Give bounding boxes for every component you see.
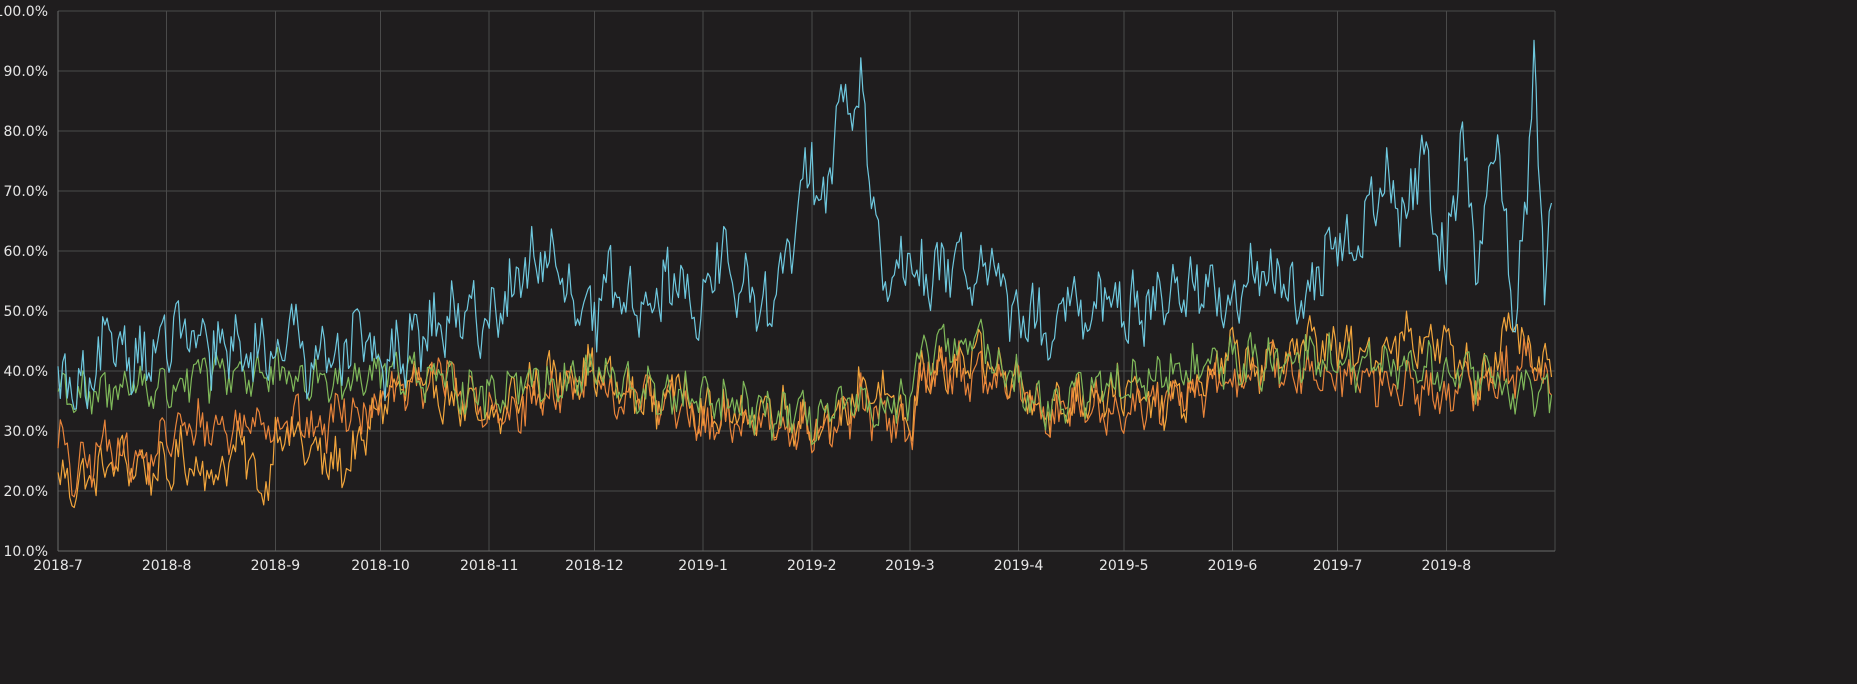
x-tick-label: 2018-8 — [142, 558, 192, 574]
x-tick-label: 2019-2 — [787, 558, 837, 574]
x-tick-label: 2019-6 — [1208, 558, 1258, 574]
y-tick-label: 60.0% — [4, 244, 48, 260]
x-tick-label: 2019-5 — [1099, 558, 1149, 574]
y-tick-label: 90.0% — [4, 64, 48, 80]
series-line-3 — [57, 39, 1553, 410]
y-tick-label: 50.0% — [4, 304, 48, 320]
y-tick-label: 40.0% — [4, 364, 48, 380]
x-axis-tick-labels: 2018-7 2018-8 2018-9 2018-10 2018-11 2018-12 2… — [33, 558, 1471, 574]
grid — [57, 10, 1556, 552]
x-tick-label: 2019-4 — [994, 558, 1044, 574]
y-tick-label: 20.0% — [4, 484, 48, 500]
series-line-2 — [57, 318, 1553, 446]
x-tick-label: 2018-11 — [460, 558, 519, 574]
series-lines — [57, 39, 1553, 509]
x-tick-label: 2018-12 — [565, 558, 624, 574]
x-tick-label: 2018-9 — [251, 558, 301, 574]
y-tick-label: 70.0% — [4, 184, 48, 200]
x-tick-label: 2018-7 — [33, 558, 83, 574]
x-tick-label: 2019-3 — [885, 558, 935, 574]
x-tick-label: 2019-7 — [1313, 558, 1363, 574]
x-tick-label: 2018-10 — [351, 558, 410, 574]
y-tick-label: 10.0% — [4, 544, 48, 560]
y-tick-label: 100.0% — [0, 4, 48, 20]
y-tick-label: 80.0% — [4, 124, 48, 140]
y-axis-tick-labels: 100.0% 90.0% 80.0% 70.0% 60.0% 50.0% 40.0% 30.0… — [0, 4, 48, 560]
x-tick-label: 2019-8 — [1422, 558, 1472, 574]
x-tick-label: 2019-1 — [678, 558, 728, 574]
y-tick-label: 30.0% — [4, 424, 48, 440]
